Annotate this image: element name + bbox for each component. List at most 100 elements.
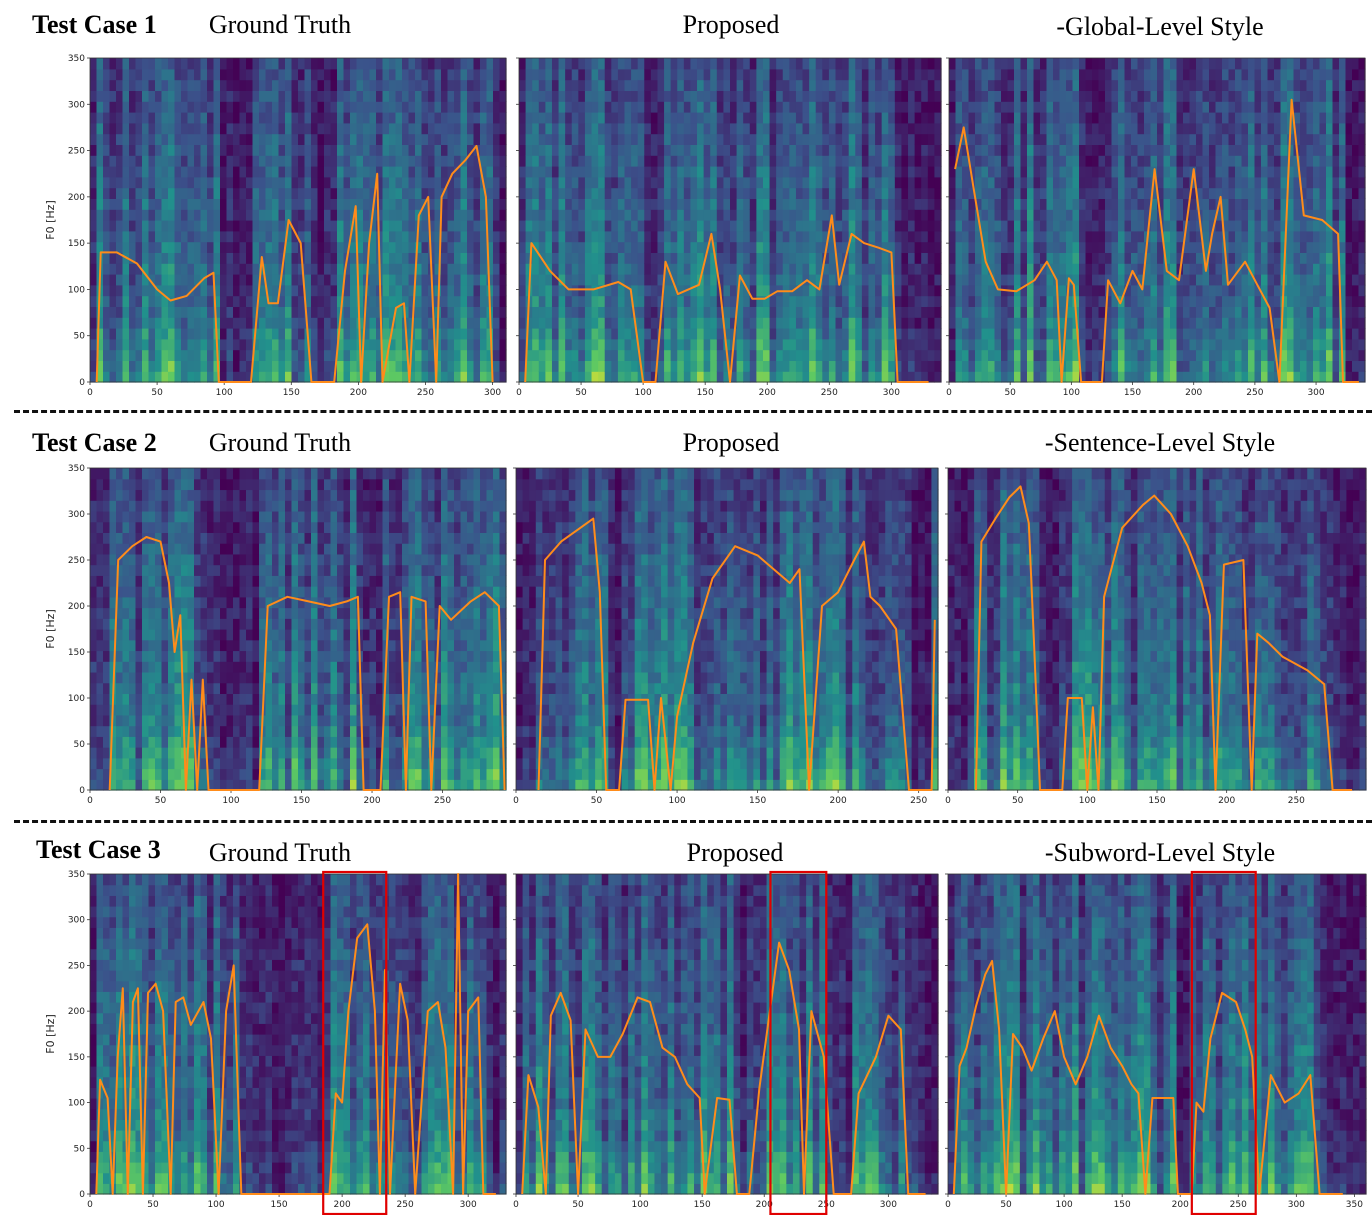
spectrogram-cell (1027, 112, 1035, 124)
spectrogram-cell (962, 241, 970, 253)
spectrogram-cell (578, 328, 586, 340)
spectrogram-cell (441, 166, 449, 178)
spectrogram-cell (467, 317, 475, 329)
spectrogram-cell (551, 241, 560, 253)
spectrogram-cell (868, 101, 876, 113)
spectrogram-cell (908, 230, 916, 243)
spectrogram-cell (129, 187, 137, 199)
spectrogram-cell (842, 112, 850, 124)
spectrogram-cell (644, 90, 652, 102)
spectrogram-cell (962, 79, 970, 91)
spectrogram-cell (1020, 122, 1028, 135)
spectrogram-cell (822, 155, 830, 167)
spectrogram-cell (591, 112, 599, 124)
spectrogram-cell (994, 187, 1002, 199)
y-axis-label: F0 [Hz] (44, 200, 57, 239)
spectrogram-cell (1007, 371, 1015, 383)
spectrogram-cell (664, 58, 672, 70)
spectrogram-cell (330, 338, 338, 351)
spectrogram-cell (762, 198, 771, 210)
spectrogram-cell (1150, 371, 1158, 383)
spectrogram-cell (538, 317, 546, 329)
spectrogram-cell (1059, 122, 1067, 135)
spectrogram-cell (116, 295, 124, 307)
spectrogram-cell (1170, 198, 1178, 210)
spectrogram-cell (272, 274, 280, 286)
spectrogram-cell (90, 317, 98, 329)
spectrogram-cell (538, 295, 546, 307)
spectrogram-cell (828, 328, 837, 340)
spectrogram-cell (558, 263, 566, 275)
spectrogram-cell (677, 68, 685, 81)
spectrogram-cell (782, 230, 790, 243)
spectrogram-cell (291, 101, 299, 113)
spectrogram-cell (703, 306, 711, 318)
spectrogram-cell (1033, 284, 1041, 297)
spectrogram-cell (363, 79, 371, 91)
spectrogram-cell (591, 122, 599, 135)
spectrogram-cell (1001, 317, 1009, 329)
spectrogram-cell (213, 90, 221, 102)
spectrogram-cell (888, 306, 896, 318)
spectrogram-cell (716, 155, 724, 167)
spectrogram-cell (174, 79, 182, 91)
spectrogram-cell (988, 284, 996, 297)
spectrogram-cell (304, 274, 312, 286)
spectrogram-cell (571, 220, 579, 232)
spectrogram-cell (968, 252, 976, 264)
spectrogram-cell (343, 144, 351, 156)
spectrogram-cell (220, 112, 228, 124)
spectrogram-cell (657, 360, 665, 372)
spectrogram-cell (122, 112, 130, 124)
spectrogram-cell (155, 306, 163, 318)
spectrogram-cell (298, 155, 306, 167)
spectrogram-cell (683, 252, 692, 264)
spectrogram-cell (1007, 68, 1015, 81)
spectrogram-cell (657, 122, 665, 135)
spectrogram-cell (272, 90, 280, 102)
spectrogram-cell (762, 122, 771, 135)
spectrogram-cell (122, 79, 130, 91)
spectrogram-cell (291, 338, 299, 351)
spectrogram-cell (525, 198, 533, 210)
spectrogram-cell (174, 241, 182, 253)
spectrogram-cell (486, 122, 494, 135)
spectrogram-cell (914, 220, 922, 232)
spectrogram-cell (402, 338, 410, 351)
case-label-1: Test Case 1 (32, 10, 157, 39)
spectrogram-cell (473, 295, 481, 307)
spectrogram-cell (1105, 220, 1113, 232)
spectrogram-cell (460, 122, 468, 135)
spectrogram-cell (855, 112, 863, 124)
spectrogram-cell (532, 274, 540, 286)
spectrogram-cell (1072, 263, 1080, 275)
spectrogram-cell (213, 306, 221, 318)
spectrogram-cell (683, 144, 692, 156)
spectrogram-cell (486, 58, 494, 70)
spectrogram-cell (769, 101, 777, 113)
spectrogram-cell (350, 263, 358, 275)
spectrogram-cell (1040, 220, 1048, 232)
spectrogram-cell (981, 112, 989, 124)
spectrogram-cell (395, 338, 403, 351)
spectrogram-cell (1053, 112, 1061, 124)
spectrogram-cell (650, 220, 659, 232)
spectrogram-cell (881, 371, 889, 383)
spectrogram-cell (317, 176, 325, 189)
spectrogram-cell (650, 338, 659, 351)
spectrogram-cell (822, 263, 830, 275)
spectrogram-cell (690, 252, 698, 264)
x-tick-label: 50 (575, 388, 587, 398)
spectrogram-cell (988, 90, 996, 102)
spectrogram-cell (855, 68, 863, 81)
spectrogram-cell (376, 306, 384, 318)
spectrogram-cell (657, 187, 665, 199)
spectrogram-cell (1085, 328, 1093, 340)
spectrogram-cell (901, 122, 909, 135)
spectrogram-cell (611, 349, 619, 361)
spectrogram-cell (467, 252, 475, 264)
spectrogram-cell (168, 112, 176, 124)
spectrogram-cell (868, 284, 876, 297)
spectrogram-cell (187, 371, 195, 383)
spectrogram-cell (493, 317, 501, 329)
